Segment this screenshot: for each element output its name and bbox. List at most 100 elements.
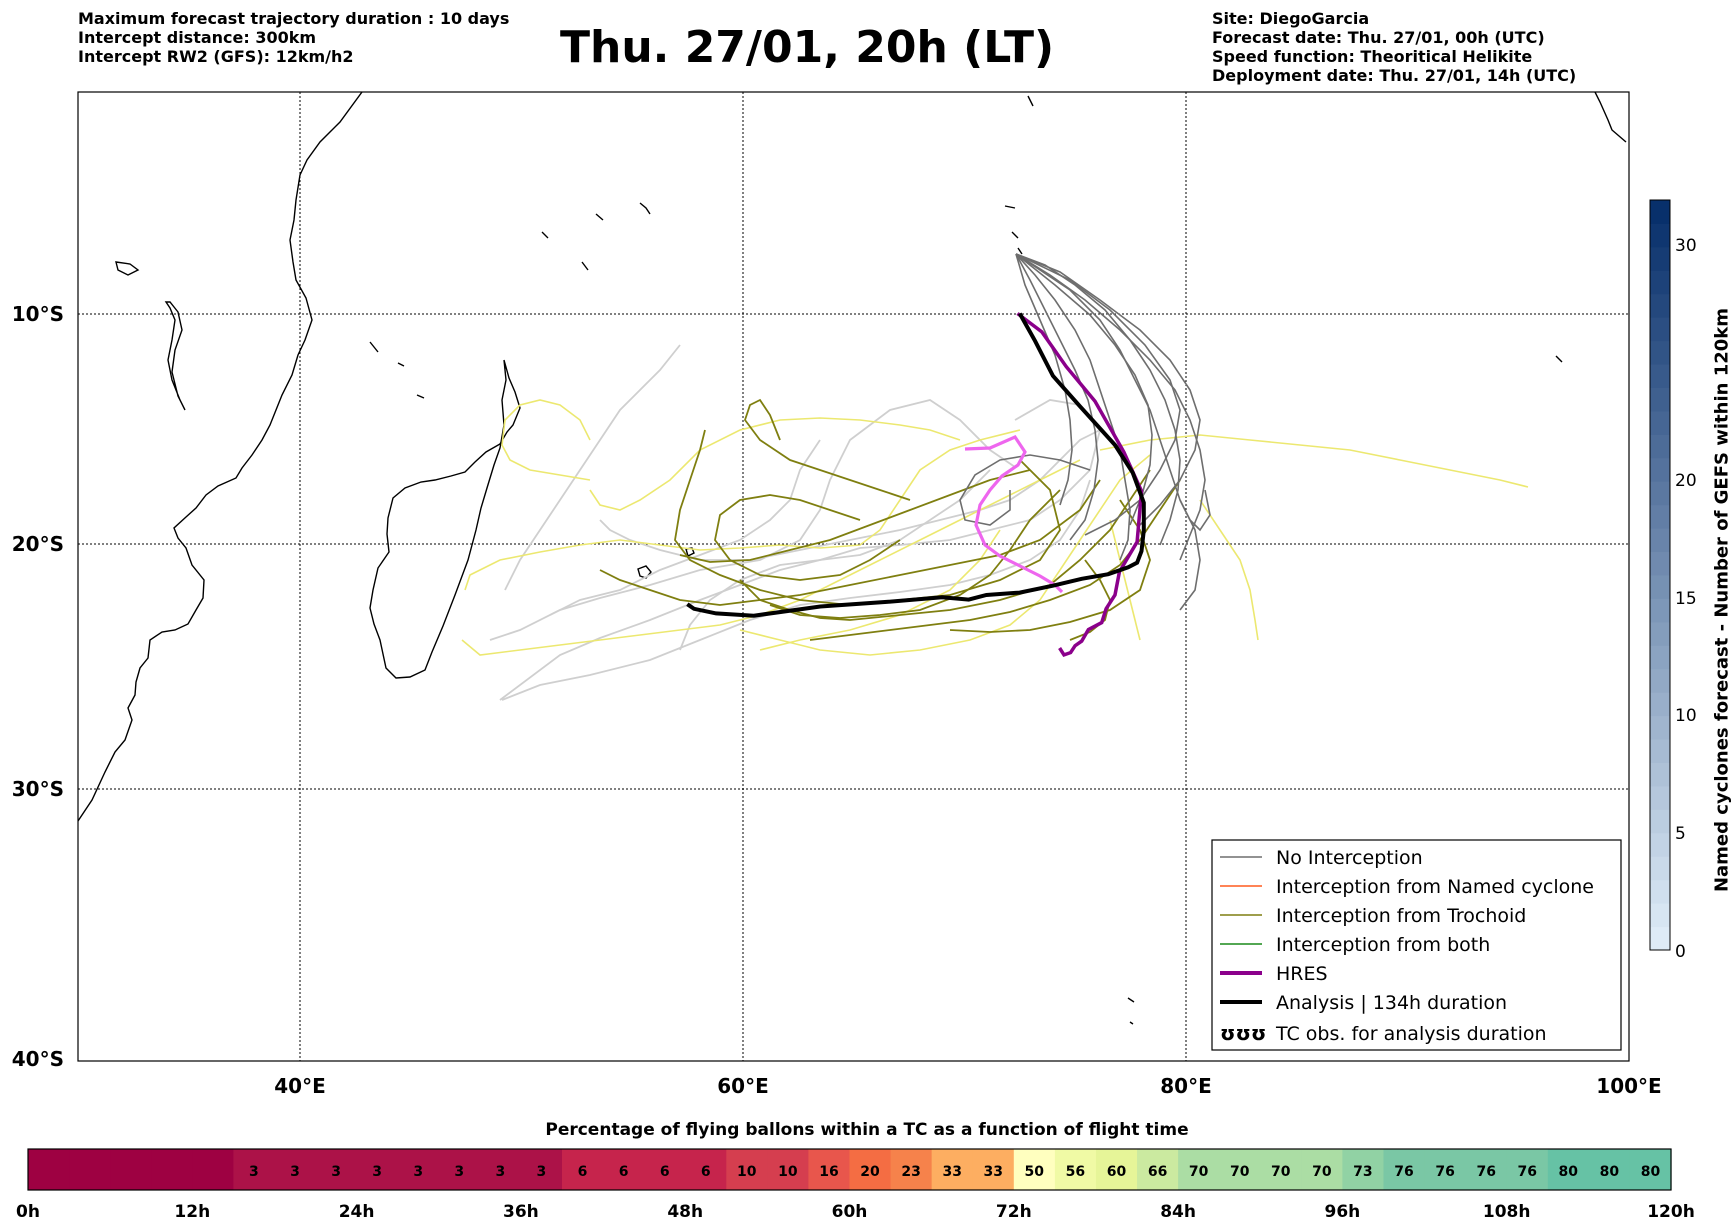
- colorbar-level: [1650, 762, 1670, 787]
- saint-paul-island: [1127, 997, 1135, 1025]
- legend-label: No Interception: [1276, 847, 1423, 869]
- legend-label: Interception from Trochoid: [1276, 905, 1526, 927]
- sumatra-coast: [1555, 355, 1563, 363]
- colorbar-tick-label: 5: [1675, 824, 1686, 844]
- track-no-interception: [1015, 253, 1153, 526]
- track-no-interception-light: [549, 439, 821, 616]
- madagascar-north-islands: [369, 341, 425, 399]
- comoros-islands: [164, 301, 186, 411]
- colorbar-axis-label: Named cyclones forecast - Number of GEFS…: [1711, 307, 1733, 893]
- mozambique-channel-island: [115, 261, 140, 276]
- forecast-date: Forecast date: Thu. 27/01, 00h (UTC): [1212, 28, 1545, 47]
- colorbar-level: [1650, 317, 1670, 342]
- hres-track: [1016, 312, 1144, 658]
- lat-tick-label: 10°S: [12, 302, 64, 326]
- track-no-interception: [959, 454, 1091, 526]
- analysis-track: [686, 312, 1146, 618]
- map-gridlines: [78, 92, 1629, 1061]
- lon-tick-label: 80°E: [1160, 1074, 1212, 1098]
- hres-light-track: [964, 434, 1064, 594]
- track-no-interception-light: [489, 399, 1016, 641]
- percentage-bar-title: Percentage of flying ballons within a TC…: [545, 1120, 1189, 1140]
- max-trajectory-duration: Maximum forecast trajectory duration : 1…: [78, 9, 510, 28]
- site-name: Site: DiegoGarcia: [1212, 9, 1370, 28]
- legend-box: [1211, 839, 1622, 1051]
- colorbar-level: [1650, 739, 1670, 763]
- track-no-interception-light: [679, 469, 991, 651]
- africa-coastline: [78, 92, 363, 822]
- colorbar-level: [1650, 481, 1670, 506]
- colorbar-level: [1650, 246, 1670, 271]
- colorbar-level: [1650, 293, 1670, 318]
- track-trochoid-light: [1199, 499, 1259, 641]
- track-no-interception-light: [599, 429, 1101, 561]
- lat-tick-label: 30°S: [12, 777, 64, 801]
- lat-tick-label: 40°S: [12, 1047, 64, 1071]
- map-frame: [77, 91, 1630, 1062]
- colorbar-level: [1650, 340, 1670, 365]
- colorbar-tick-label: 30: [1675, 236, 1697, 256]
- colorbar-level: [1650, 856, 1670, 881]
- colorbar-level: [1650, 410, 1670, 435]
- forecast-parameters: Maximum forecast trajectory duration : 1…: [78, 9, 509, 66]
- ensemble-olive-tracks: [599, 398, 1181, 641]
- colorbar-level: [1650, 434, 1670, 459]
- track-trochoid-light: [589, 417, 961, 511]
- colorbar-level: [1650, 785, 1670, 810]
- colorbar-level: [1650, 598, 1670, 623]
- tc-obs-symbol-icon: ʊʊʊ: [1220, 1021, 1266, 1045]
- track-trochoid-light: [739, 454, 1151, 656]
- maldives-islands: [1027, 92, 1627, 143]
- colorbar-level: [1650, 387, 1670, 412]
- legend-label: Analysis | 134h duration: [1276, 992, 1507, 1014]
- colorbar-tick-label: 15: [1675, 589, 1697, 609]
- track-trochoid-light: [464, 429, 1021, 591]
- ensemble-gray-tracks: [959, 253, 1211, 611]
- colorbar-level: [1650, 809, 1670, 834]
- colorbar-level: [1650, 879, 1670, 904]
- colorbar-level: [1650, 668, 1670, 693]
- legend-label: Interception from Named cyclone: [1276, 876, 1594, 898]
- speed-function: Speed function: Theoritical Helikite: [1212, 47, 1533, 66]
- track-trochoid: [714, 494, 901, 581]
- track-trochoid: [679, 469, 1031, 563]
- colorbar-level: [1650, 926, 1670, 951]
- intercept-distance: Intercept distance: 300km: [78, 28, 317, 47]
- legend: No Interception Interception from Named …: [1211, 839, 1622, 1051]
- track-trochoid: [743, 398, 911, 501]
- legend-label: TC obs. for analysis duration: [1275, 1023, 1547, 1045]
- ensemble-light-yellow-tracks: [461, 399, 1529, 656]
- lon-tick-label: 40°E: [274, 1074, 326, 1098]
- colorbar-tick-label: 20: [1675, 471, 1697, 491]
- colorbar-level: [1650, 223, 1670, 248]
- track-trochoid: [674, 429, 1061, 606]
- colorbar-level: [1650, 504, 1670, 529]
- coastlines: [78, 92, 1627, 1025]
- colorbar-level: [1650, 457, 1670, 482]
- track-no-interception-light: [501, 479, 1091, 701]
- track-no-interception: [1015, 253, 1201, 526]
- track-trochoid: [599, 479, 1101, 606]
- track-no-interception: [1015, 253, 1131, 561]
- colorbar-level: [1650, 528, 1670, 553]
- colorbar-level: [1650, 715, 1670, 740]
- track-trochoid-light: [1109, 519, 1141, 641]
- colorbar-level: [1650, 551, 1670, 576]
- track-no-interception-light: [504, 344, 681, 591]
- legend-label: HRES: [1276, 963, 1328, 985]
- ensemble-light-gray-tracks: [489, 344, 1101, 701]
- colorbar-level: [1650, 575, 1670, 599]
- intercept-rw2: Intercept RW2 (GFS): 12km/h2: [78, 47, 354, 66]
- lat-tick-label: 20°S: [12, 532, 64, 556]
- colorbar-level: [1650, 645, 1670, 670]
- chagos-islands: [1004, 205, 1023, 255]
- cyclone-count-colorbar: [1649, 199, 1671, 951]
- track-no-interception: [1015, 253, 1206, 561]
- track-no-interception: [1015, 253, 1211, 532]
- colorbar-level: [1650, 200, 1670, 224]
- madagascar-coastline: [369, 359, 521, 679]
- track-no-interception: [1015, 253, 1181, 536]
- colorbar-tick-label: 0: [1675, 942, 1686, 962]
- track-trochoid-light: [501, 399, 591, 481]
